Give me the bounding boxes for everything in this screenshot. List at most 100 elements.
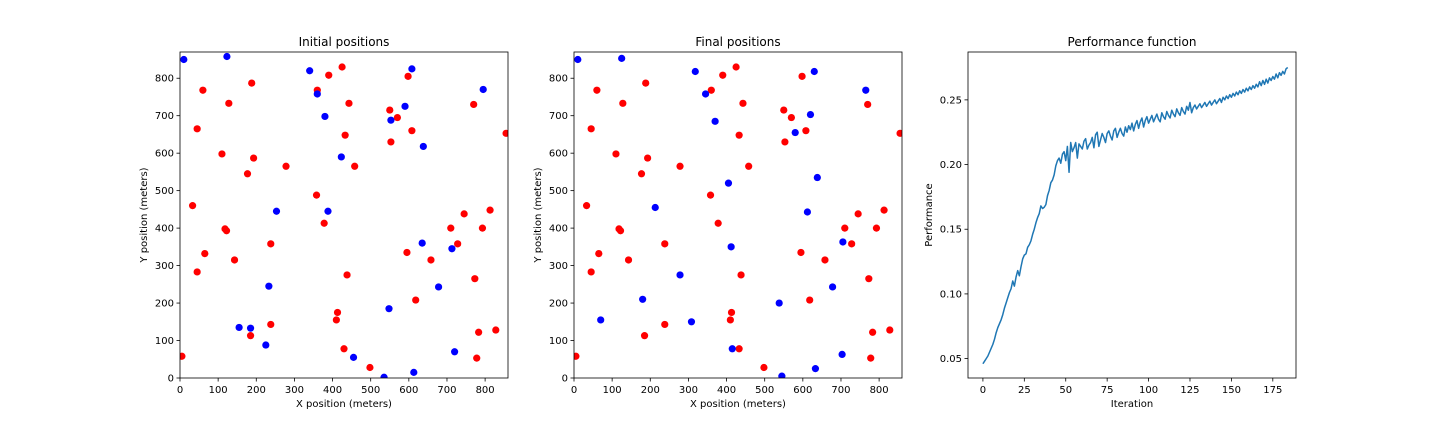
data-point — [872, 224, 881, 232]
data-point — [313, 90, 321, 98]
y-tick-label: 0.20 — [940, 160, 962, 171]
y-tick-label: 100 — [155, 336, 174, 347]
data-point — [719, 71, 727, 79]
data-point — [306, 67, 314, 75]
y-tick-label: 600 — [549, 149, 568, 160]
data-point — [387, 116, 395, 124]
data-point — [243, 170, 252, 178]
data-point — [839, 238, 847, 246]
data-point — [597, 316, 605, 324]
x-tick-label: 0 — [980, 385, 986, 396]
data-point — [246, 332, 255, 340]
data-point — [218, 150, 226, 158]
y-tick-label: 0.15 — [940, 225, 962, 236]
data-point — [340, 345, 348, 353]
data-point — [574, 55, 582, 64]
data-point — [701, 90, 710, 98]
data-point — [475, 328, 483, 336]
x-tick-label: 700 — [437, 385, 456, 396]
x-tick-label: 100 — [209, 385, 228, 396]
x-tick-label: 100 — [603, 385, 622, 396]
series-line — [982, 66, 1289, 365]
data-point — [661, 320, 669, 329]
chart-title: Performance function — [1068, 35, 1197, 49]
data-point — [711, 117, 719, 125]
y-tick-label: 0.10 — [940, 289, 962, 300]
data-point — [707, 86, 715, 94]
data-point — [401, 102, 409, 110]
data-point — [478, 224, 487, 232]
data-point — [470, 100, 478, 109]
data-point — [393, 113, 401, 122]
x-tick-label: 500 — [361, 385, 380, 396]
data-point — [349, 353, 358, 361]
y-axis-label: Y position (meters) — [533, 167, 544, 263]
data-point — [739, 99, 747, 107]
data-point — [248, 79, 256, 87]
data-point — [735, 131, 743, 139]
data-point — [502, 129, 508, 137]
chart-title: Final positions — [695, 35, 780, 49]
data-point — [267, 320, 275, 329]
y-tick-label: 0 — [168, 374, 174, 385]
y-tick-label: 400 — [549, 224, 568, 235]
data-point — [781, 138, 789, 146]
data-point — [651, 203, 659, 212]
x-tick-label: 300 — [679, 385, 698, 396]
data-point — [385, 305, 393, 313]
x-tick-label: 300 — [285, 385, 304, 396]
data-point — [265, 282, 273, 290]
data-point — [867, 354, 875, 362]
data-point — [193, 125, 201, 133]
data-point — [640, 332, 649, 340]
y-tick-label: 700 — [549, 111, 568, 122]
data-point — [343, 271, 351, 279]
plot-area — [574, 54, 902, 378]
x-tick-label: 700 — [831, 385, 850, 396]
data-point — [811, 365, 820, 373]
data-point — [637, 170, 646, 178]
data-point — [250, 154, 258, 162]
y-tick-label: 700 — [155, 111, 174, 122]
x-tick-label: 600 — [399, 385, 418, 396]
data-point — [408, 127, 416, 135]
x-axis-label: X position (meters) — [690, 399, 786, 410]
data-point — [246, 324, 255, 332]
chart-panel-3: 0 25 50 75 100 125 150 175 0.05 0.10 0.15 0.20 0.25 P… — [924, 35, 1297, 410]
data-point — [419, 142, 427, 151]
y-tick-label: 0.05 — [940, 354, 962, 365]
data-point — [595, 249, 603, 258]
data-point — [732, 63, 740, 71]
data-point — [193, 268, 201, 276]
x-tick-label: 0 — [177, 385, 183, 396]
data-point — [582, 202, 591, 210]
data-point — [410, 368, 418, 376]
y-tick-label: 800 — [549, 74, 568, 85]
y-tick-label: 100 — [549, 336, 568, 347]
data-point — [797, 248, 805, 257]
data-point — [618, 54, 626, 62]
x-tick-label: 0 — [571, 385, 577, 396]
data-point — [864, 100, 872, 109]
data-point — [486, 206, 494, 214]
data-point — [838, 350, 846, 358]
data-point — [325, 71, 333, 79]
chart-panel-1: 0 100 200 300 400 500 600 700 800 0 100 200 300 400 50… — [139, 35, 509, 410]
data-point — [324, 207, 332, 215]
data-point — [862, 86, 870, 94]
data-point — [223, 52, 231, 61]
data-point — [735, 345, 743, 353]
data-point — [726, 316, 734, 324]
x-tick-label: 400 — [717, 385, 736, 396]
data-point — [644, 154, 652, 162]
data-point — [841, 224, 849, 232]
data-point — [821, 256, 829, 264]
chart-panel-2: 0 100 200 300 400 500 600 700 800 0 100 200 300 400 50… — [533, 35, 903, 410]
data-point — [813, 173, 821, 182]
data-point — [802, 127, 810, 135]
data-point — [676, 271, 684, 279]
data-point — [642, 79, 650, 87]
data-point — [886, 326, 894, 334]
chart-title: Initial positions — [299, 35, 390, 49]
